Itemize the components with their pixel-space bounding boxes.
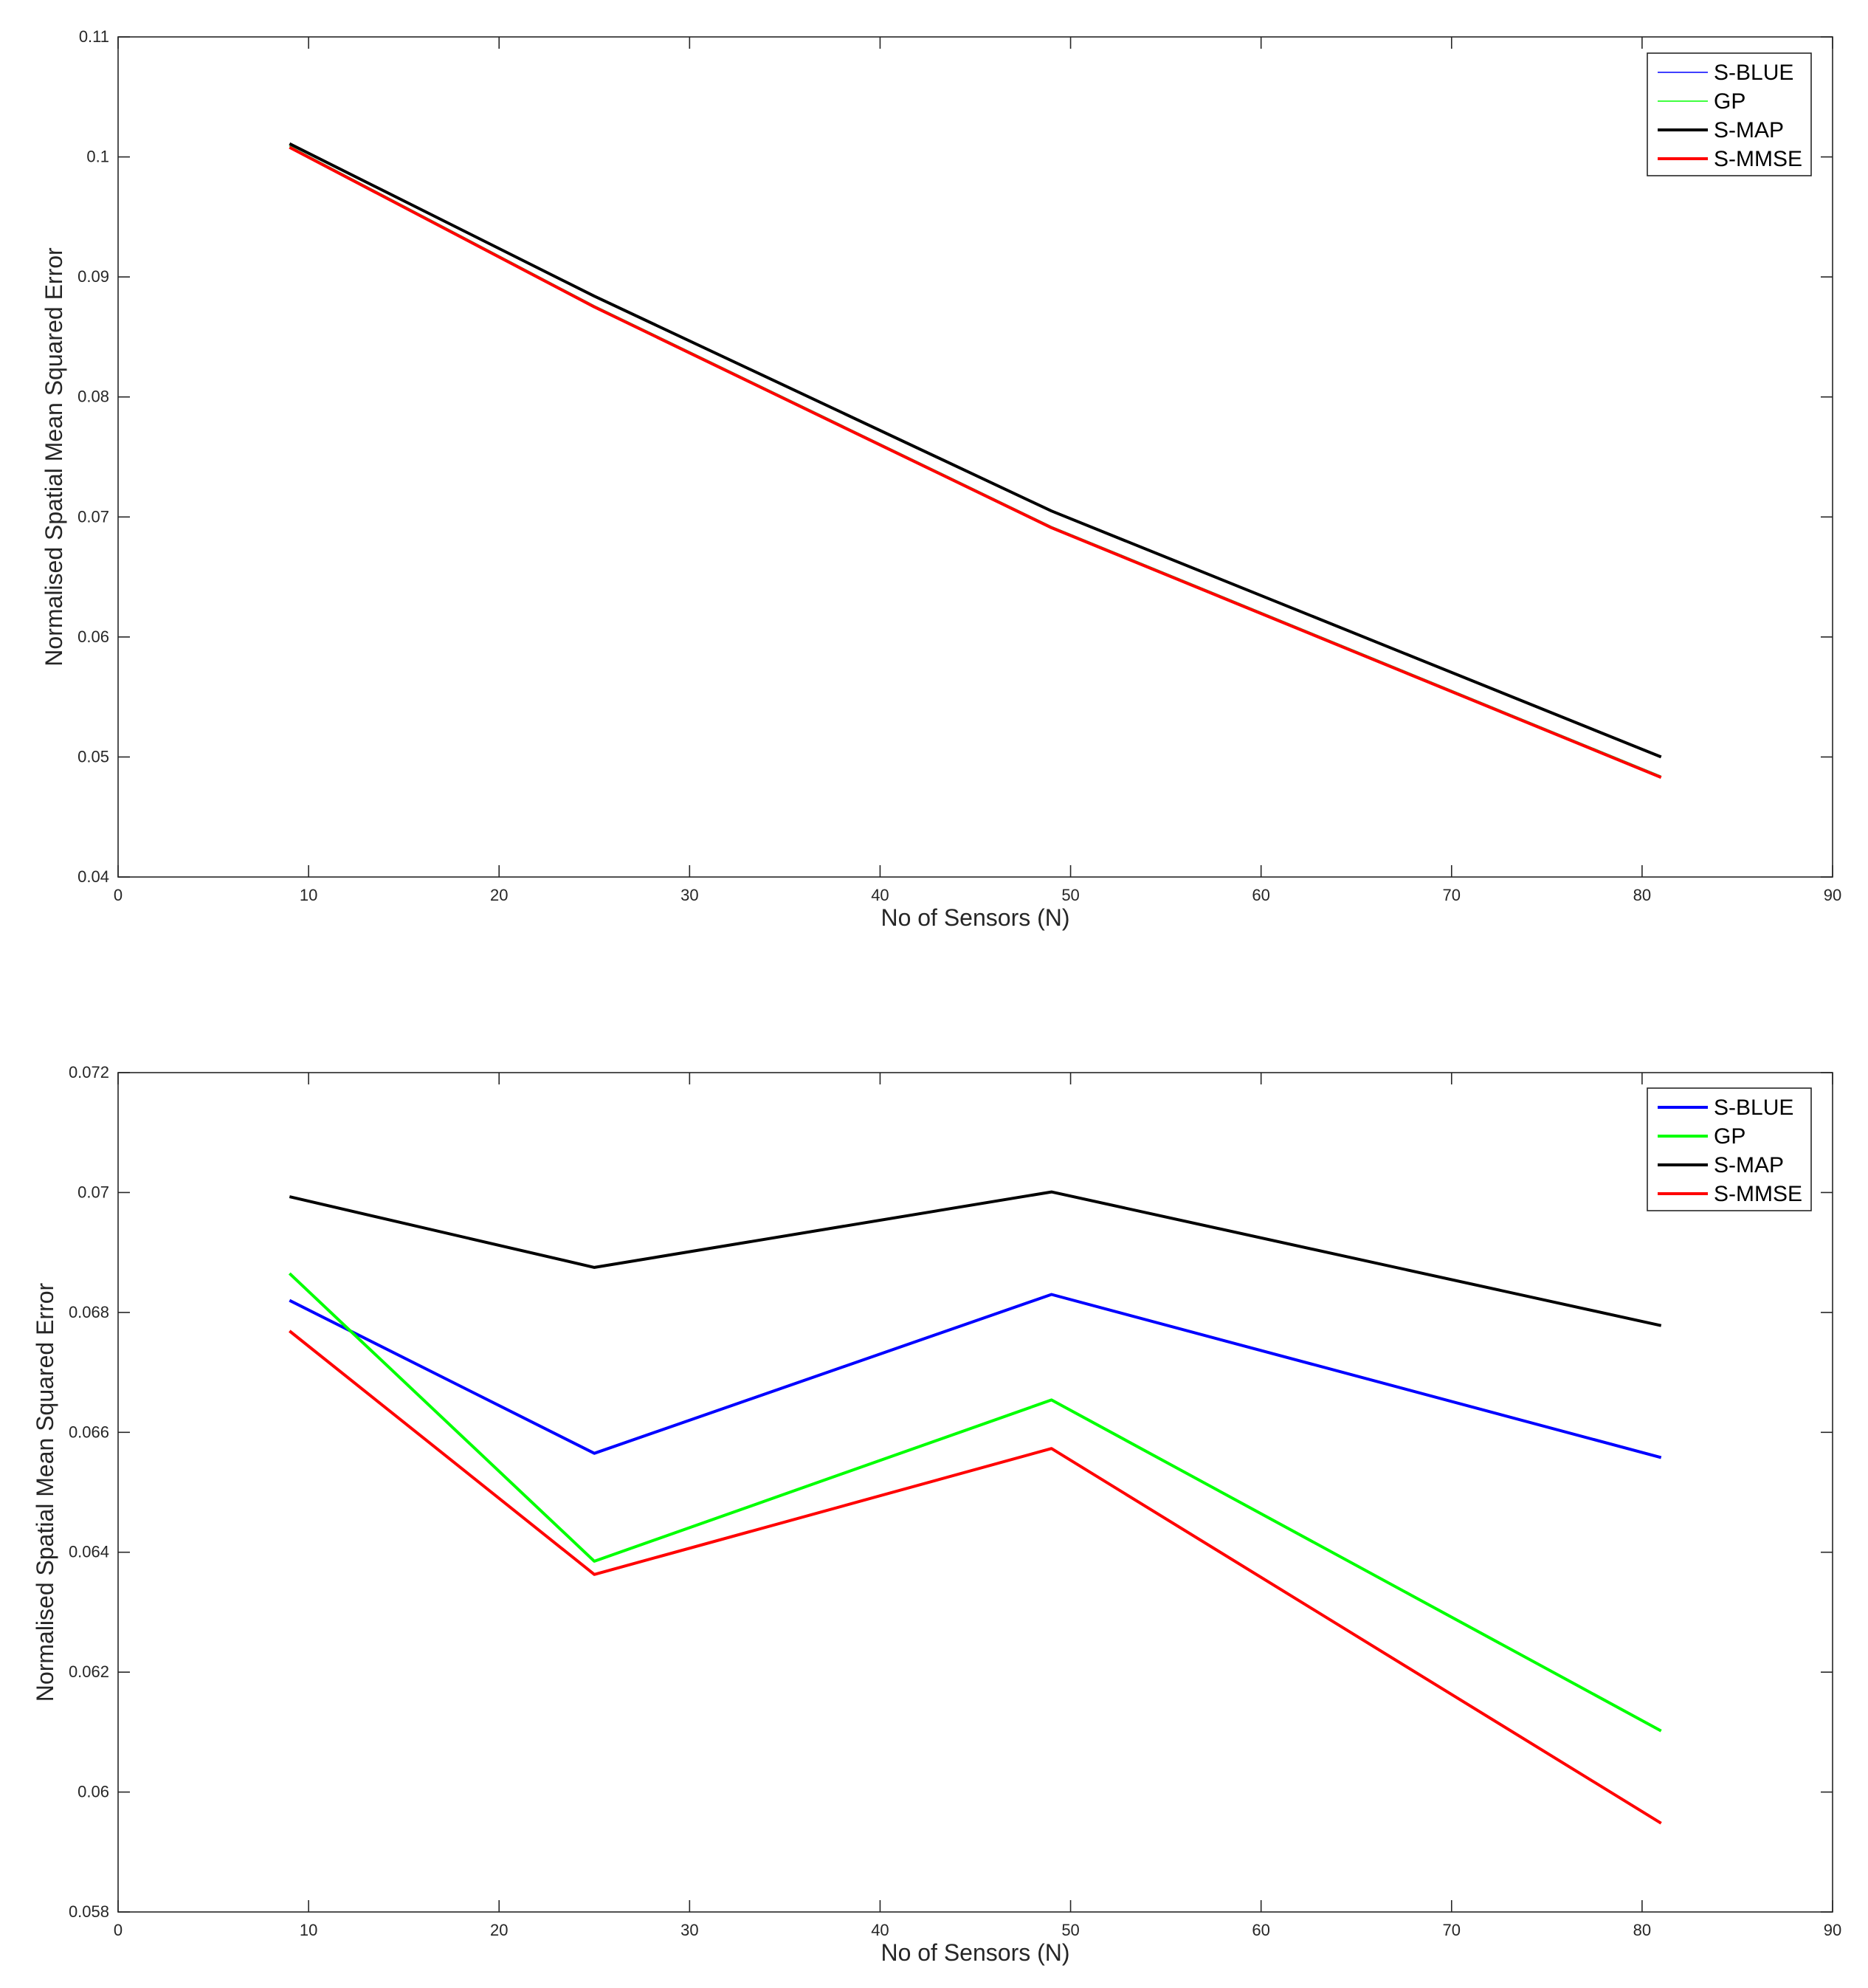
- legend-box: [1647, 52, 1812, 176]
- y-tick-label: 0.09: [77, 267, 109, 286]
- y-tick-label: 0.08: [77, 388, 109, 406]
- series-line-s-map: [289, 1190, 1662, 1327]
- axes-background: [118, 1073, 1833, 1912]
- x-tick-label: 70: [1443, 886, 1461, 904]
- y-tick-label: 0.068: [69, 1303, 109, 1321]
- x-axis-label: No of Sensors (N): [880, 1939, 1069, 1966]
- axes-box: [117, 1072, 1833, 1913]
- x-tick-label: 80: [1633, 1921, 1651, 1939]
- axes-box: [117, 36, 1833, 878]
- x-tick-label: 70: [1443, 1921, 1461, 1939]
- x-tick-label: 90: [1824, 886, 1841, 904]
- legend: S-BLUE GP S-MAP S-MMSE: [1647, 52, 1812, 176]
- x-tick-label: 10: [300, 886, 317, 904]
- legend-label-s-blue: S-BLUE: [1714, 1096, 1793, 1120]
- legend-label-s-mmse: S-MMSE: [1714, 147, 1802, 171]
- legend-label-s-mmse: S-MMSE: [1714, 1182, 1802, 1206]
- y-axis-label: Normalised Spatial Mean Squared Error: [41, 247, 67, 667]
- y-tick-label: 0.07: [77, 1183, 109, 1201]
- y-tick-label: 0.072: [69, 1063, 109, 1081]
- y-tick-label: 0.07: [77, 507, 109, 526]
- y-tick-label: 0.04: [77, 867, 109, 886]
- bottom-chart: 0 10 20 30 40 50 60 70 80 90 0.058 0.06 0.062 0.064 0.…: [32, 1063, 1841, 1966]
- x-axis-label: No of Sensors (N): [880, 904, 1069, 931]
- x-tick-label: 50: [1061, 886, 1079, 904]
- series-line-gp: [288, 1272, 1662, 1733]
- y-tick-label: 0.05: [77, 747, 109, 766]
- x-tick-label: 10: [300, 1921, 317, 1939]
- x-tick-label: 40: [871, 886, 889, 904]
- series-line-s-map: [289, 142, 1662, 759]
- x-tick-label: 30: [680, 1921, 698, 1939]
- x-tick-label: 20: [490, 1921, 508, 1939]
- y-tick-label: 0.11: [79, 27, 109, 46]
- series-line-s-mmse: [289, 1330, 1662, 1825]
- legend-label-s-map: S-MAP: [1714, 118, 1784, 142]
- series-line-s-mmse: [289, 145, 1662, 779]
- x-tick-label: 20: [490, 886, 508, 904]
- x-tick-label: 60: [1252, 886, 1269, 904]
- y-tick-label: 0.066: [69, 1423, 109, 1441]
- x-tick-label: 60: [1252, 1921, 1269, 1939]
- y-tick-label: 0.058: [69, 1902, 109, 1921]
- y-axis-label: Normalised Spatial Mean Squared Error: [32, 1282, 58, 1702]
- y-tick-label: 0.06: [77, 627, 109, 646]
- legend-label-s-blue: S-BLUE: [1714, 61, 1793, 85]
- legend: S-BLUE GP S-MAP S-MMSE: [1647, 1087, 1812, 1211]
- y-tick-label: 0.1: [86, 148, 109, 166]
- x-tick-label: 0: [114, 886, 123, 904]
- y-tick-label: 0.062: [69, 1662, 109, 1681]
- y-tick-label: 0.064: [69, 1543, 109, 1561]
- x-tick-label: 0: [114, 1921, 123, 1939]
- legend-label-s-map: S-MAP: [1714, 1153, 1784, 1177]
- legend-label-gp: GP: [1714, 89, 1745, 114]
- x-tick-label: 50: [1061, 1921, 1079, 1939]
- x-tick-label: 90: [1824, 1921, 1841, 1939]
- y-tick-label: 0.06: [77, 1783, 109, 1801]
- series-line-s-blue: [289, 1293, 1662, 1459]
- axes-background: [118, 37, 1833, 877]
- legend-label-gp: GP: [1714, 1124, 1745, 1149]
- x-tick-label: 40: [871, 1921, 889, 1939]
- top-chart: 0 10 20 30 40 50 60 70 80 90 0.04 0.05 0.06 0.07 0.08 0…: [41, 27, 1841, 931]
- x-tick-label: 80: [1633, 886, 1651, 904]
- x-tick-label: 30: [680, 886, 698, 904]
